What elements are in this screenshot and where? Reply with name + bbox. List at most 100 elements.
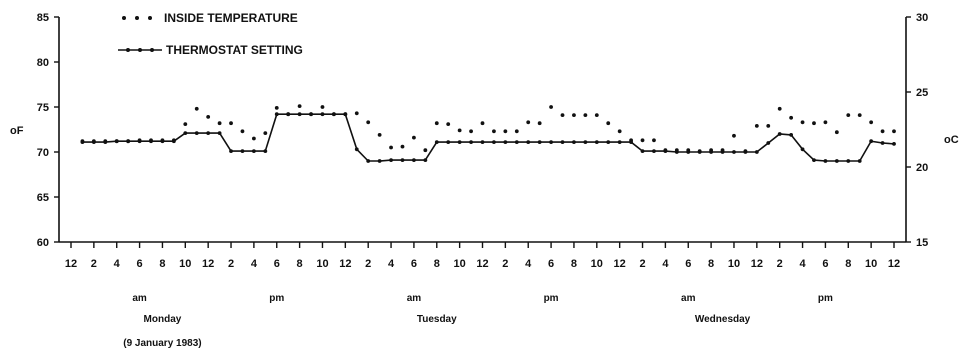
ampm-label: am xyxy=(407,293,422,304)
legend-label-thermostat-setting: THERMOSTAT SETTING xyxy=(166,43,303,57)
x-tick-label: 8 xyxy=(845,258,851,270)
legend-dot xyxy=(148,16,152,20)
inside-temperature-point xyxy=(663,148,668,153)
y-right-tick-label: 20 xyxy=(916,162,928,174)
thermostat-setting-point xyxy=(217,131,222,136)
inside-temperature-point xyxy=(503,129,508,134)
x-tick-label: 12 xyxy=(339,258,351,270)
inside-temperature-point xyxy=(217,121,222,126)
inside-temperature-point xyxy=(240,129,245,134)
thermostat-setting-point xyxy=(206,131,211,136)
thermostat-setting-point xyxy=(503,140,508,145)
thermostat-setting-point xyxy=(251,149,256,154)
day-label: Monday xyxy=(144,314,182,325)
inside-temperature-point xyxy=(754,124,759,128)
y-left-axis-label: oF xyxy=(10,125,24,137)
thermostat-setting-point xyxy=(777,132,782,136)
thermostat-setting-point xyxy=(857,159,862,163)
series-lines xyxy=(82,113,895,162)
inside-temperature-point xyxy=(846,113,851,117)
thermostat-setting-point xyxy=(834,159,839,163)
inside-temperature-point xyxy=(389,145,393,150)
inside-temperature-point xyxy=(366,120,371,125)
x-tick-label: 4 xyxy=(114,258,121,270)
y-left-tick-label: 60 xyxy=(37,237,49,249)
thermostat-setting-point xyxy=(537,140,542,145)
inside-temperature-point xyxy=(206,115,211,119)
thermostat-setting-point xyxy=(583,140,588,145)
inside-temperature-point xyxy=(91,139,96,144)
x-tick-label: 2 xyxy=(91,258,97,270)
inside-temperature-point xyxy=(789,115,794,120)
inside-temperature-point xyxy=(880,129,885,134)
inside-temperature-point xyxy=(629,138,633,143)
x-tick-label: 12 xyxy=(65,258,77,270)
inside-temperature-point xyxy=(720,148,725,153)
thermostat-setting-point xyxy=(812,158,816,163)
x-tick-label: 10 xyxy=(179,258,191,270)
date-note: (9 January 1983) xyxy=(123,338,201,349)
thermostat-setting-point xyxy=(434,140,439,145)
inside-temperature-point xyxy=(834,130,839,135)
thermostat-setting-point xyxy=(366,159,371,163)
thermostat-setting-point xyxy=(617,140,622,145)
inside-temperature-point xyxy=(560,113,565,117)
inside-temperature-point xyxy=(126,139,131,144)
legend-dot xyxy=(138,48,142,52)
inside-temperature-point xyxy=(492,129,496,134)
x-tick-label: 10 xyxy=(728,258,740,270)
inside-temperature-point xyxy=(274,106,279,110)
inside-temperature-point xyxy=(697,149,702,154)
x-tick-label: 4 xyxy=(388,258,395,270)
thermostat-setting-point xyxy=(640,149,645,154)
x-tick-label: 2 xyxy=(777,258,783,270)
x-tick-label: 8 xyxy=(297,258,303,270)
legend-inside-temperature: INSIDE TEMPERATURE xyxy=(122,11,298,25)
x-tick-label: 6 xyxy=(822,258,828,270)
y-left-tick-label: 85 xyxy=(37,12,49,24)
thermostat-setting-point xyxy=(560,140,565,145)
thermostat-setting-point xyxy=(274,112,279,117)
inside-temperature-point xyxy=(137,138,142,143)
inside-temperature-point xyxy=(412,135,416,140)
inside-temperature-point xyxy=(286,112,291,117)
thermostat-setting-point xyxy=(446,140,451,145)
inside-temperature-point xyxy=(400,144,405,149)
inside-temperature-point xyxy=(309,112,313,117)
inside-temperature-point xyxy=(743,149,748,154)
inside-temperature-point xyxy=(457,128,462,133)
thermostat-setting-point xyxy=(549,140,553,145)
thermostat-setting-point xyxy=(377,159,382,163)
inside-temperature-point xyxy=(812,121,816,126)
y-right-tick-label: 30 xyxy=(916,12,928,24)
y-left-tick-label: 75 xyxy=(37,102,49,114)
thermostat-setting-point xyxy=(297,112,302,117)
thermostat-setting-point xyxy=(423,158,428,163)
thermostat-setting-point xyxy=(526,140,531,145)
thermostat-setting-point xyxy=(389,158,393,163)
inside-temperature-point xyxy=(674,148,679,153)
inside-temperature-point xyxy=(537,121,542,126)
thermostat-setting-point xyxy=(572,140,576,145)
thermostat-setting-point xyxy=(789,133,794,137)
inside-temperature-point xyxy=(149,138,153,143)
day-label: Wednesday xyxy=(695,314,751,325)
inside-temperature-point xyxy=(103,139,108,144)
inside-temperature-point xyxy=(171,138,176,143)
legend: INSIDE TEMPERATURE THERMOSTAT SETTING xyxy=(118,11,303,57)
inside-temperature-point xyxy=(354,111,359,116)
x-tick-label: 6 xyxy=(411,258,417,270)
x-tick-label: 10 xyxy=(865,258,877,270)
thermostat-setting-point xyxy=(183,131,188,136)
x-tick-label: 8 xyxy=(434,258,440,270)
x-tick-label: 10 xyxy=(316,258,328,270)
inside-temperature-point xyxy=(606,121,611,126)
thermostat-setting-point xyxy=(606,140,611,145)
inside-temperature-point xyxy=(514,129,519,134)
ampm-label: pm xyxy=(544,293,559,304)
x-tick-label: 10 xyxy=(591,258,603,270)
inside-temperature-point xyxy=(263,131,268,136)
inside-temperature-point xyxy=(652,138,656,143)
inside-temperature-point xyxy=(823,120,828,125)
